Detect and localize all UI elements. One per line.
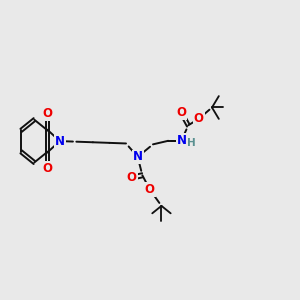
Text: O: O [176, 106, 186, 119]
Text: O: O [145, 183, 155, 196]
Text: N: N [133, 150, 143, 163]
Text: O: O [194, 112, 204, 125]
Text: O: O [43, 162, 52, 175]
Text: O: O [43, 107, 52, 120]
Text: H: H [188, 138, 196, 148]
Text: N: N [176, 134, 186, 147]
Text: N: N [55, 135, 65, 148]
Text: O: O [127, 171, 137, 184]
